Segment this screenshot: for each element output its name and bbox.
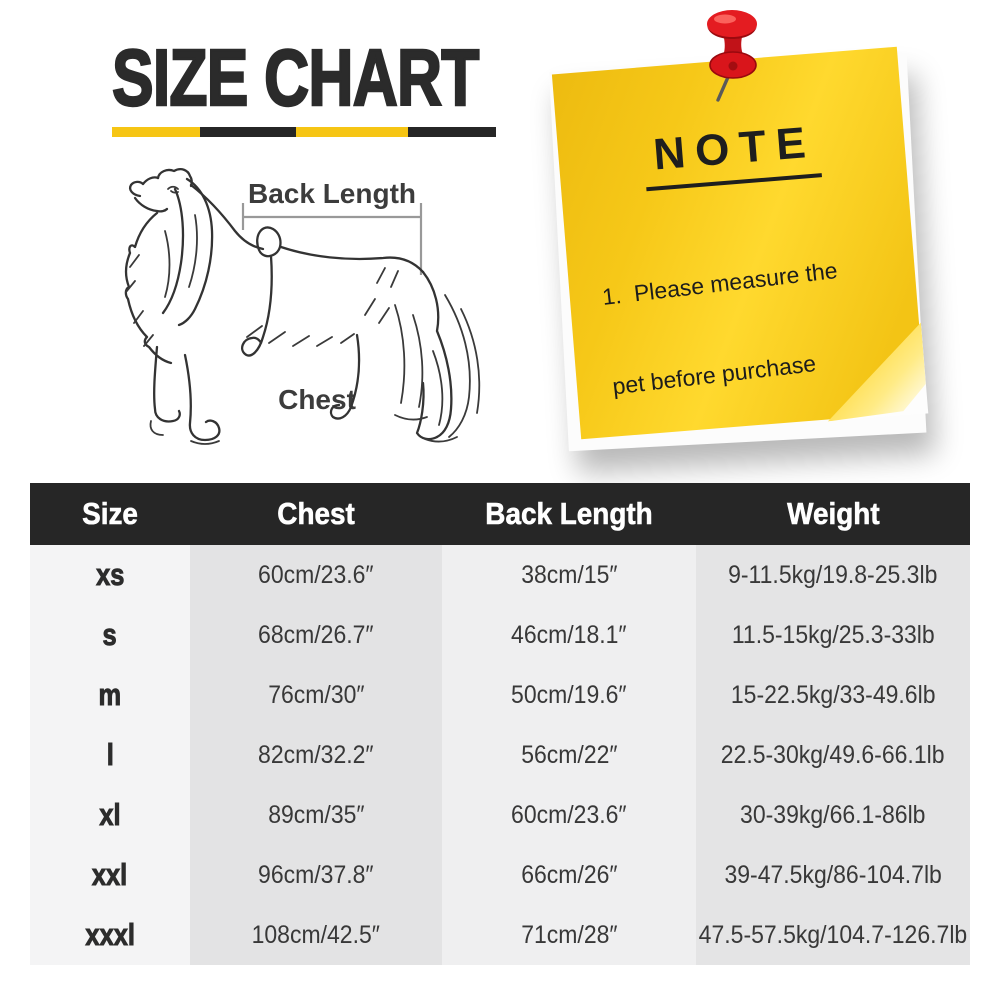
accent-bar-segment-black (200, 127, 296, 137)
table-cell-weight: 30-39kg/66.1-86lb (696, 785, 970, 845)
back-length-label: Back Length (248, 178, 416, 209)
sticky-note-paper: NOTE 1. Please measure the pet before pu… (551, 46, 926, 749)
table-cell-back-length: 38cm/15″ (442, 545, 696, 605)
table-cell-chest: 76cm/30″ (190, 665, 442, 725)
table-cell-weight: 47.5-57.5kg/104.7-126.7lb (696, 905, 970, 965)
table-cell-back-length: 66cm/26″ (442, 845, 696, 905)
table-cell-chest: 108cm/42.5″ (190, 905, 442, 965)
table-cell-weight: 9-11.5kg/19.8-25.3lb (696, 545, 970, 605)
sticky-note: NOTE 1. Please measure the pet before pu… (549, 46, 926, 749)
table-cell-size: l (30, 725, 190, 785)
column-header-back-length: Back Length (485, 496, 653, 532)
table-cell-back-length: 60cm/23.6″ (442, 785, 696, 845)
accent-bar-segment-yellow (112, 127, 200, 137)
size-table: Size Chest Back Length Weight xs 60cm/23… (30, 483, 970, 965)
dog-line-art (124, 168, 481, 445)
pushpin-icon (707, 10, 757, 102)
table-cell-size: m (30, 665, 190, 725)
column-header-chest: Chest (277, 496, 355, 532)
table-cell-back-length: 50cm/19.6″ (442, 665, 696, 725)
chest-label: Chest (278, 384, 356, 415)
column-header-size: Size (82, 496, 138, 532)
note-title: NOTE (641, 117, 823, 192)
table-cell-size: xs (30, 545, 190, 605)
accent-bar-segment-yellow (296, 127, 408, 137)
table-cell-weight: 39-47.5kg/86-104.7lb (696, 845, 970, 905)
page-title: SIZE CHART (111, 33, 480, 122)
table-cell-size: xl (30, 785, 190, 845)
table-cell-weight: 22.5-30kg/49.6-66.1lb (696, 725, 970, 785)
table-cell-back-length: 56cm/22″ (442, 725, 696, 785)
note-item-1: 1. Please measure the pet before purchas… (600, 256, 839, 400)
table-cell-chest: 60cm/23.6″ (190, 545, 442, 605)
accent-bar-segment-black (408, 127, 496, 137)
table-cell-back-length: 71cm/28″ (442, 905, 696, 965)
table-cell-chest: 68cm/26.7″ (190, 605, 442, 665)
table-cell-size: s (30, 605, 190, 665)
table-cell-size: xxl (30, 845, 190, 905)
size-table-body: xs 60cm/23.6″ 38cm/15″ 9-11.5kg/19.8-25.… (30, 545, 970, 965)
column-header-weight: Weight (786, 496, 880, 532)
accent-bar (112, 127, 496, 137)
table-cell-chest: 89cm/35″ (190, 785, 442, 845)
table-cell-weight: 15-22.5kg/33-49.6lb (696, 665, 970, 725)
dog-measurement-diagram: Back Length Chest (124, 168, 481, 445)
table-cell-chest: 96cm/37.8″ (190, 845, 442, 905)
table-cell-weight: 11.5-15kg/25.3-33lb (696, 605, 970, 665)
table-cell-chest: 82cm/32.2″ (190, 725, 442, 785)
table-cell-back-length: 46cm/18.1″ (442, 605, 696, 665)
size-table-header: Size Chest Back Length Weight (30, 483, 970, 545)
table-cell-size: xxxl (30, 905, 190, 965)
